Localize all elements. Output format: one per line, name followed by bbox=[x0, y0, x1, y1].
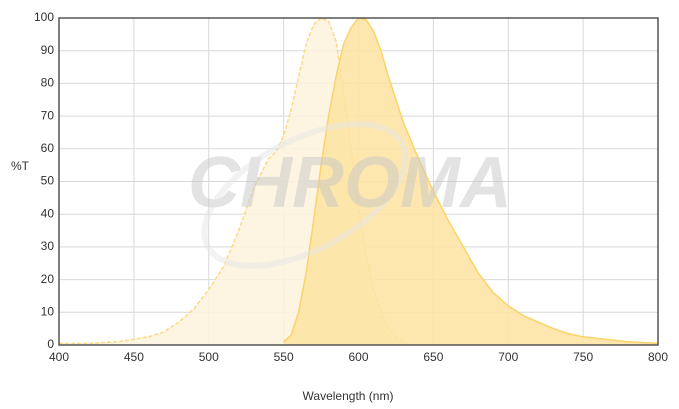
y-axis-label: %T bbox=[11, 159, 30, 173]
y-tick-label: 80 bbox=[41, 76, 55, 90]
x-tick-label: 400 bbox=[49, 350, 69, 364]
y-tick-label: 20 bbox=[41, 272, 55, 286]
y-tick-label: 30 bbox=[41, 239, 55, 253]
x-axis-label: Wavelength (nm) bbox=[303, 389, 394, 403]
x-tick-label: 800 bbox=[648, 350, 668, 364]
watermark-swoosh bbox=[201, 121, 409, 269]
x-tick-label: 700 bbox=[498, 350, 518, 364]
plot-frame bbox=[58, 17, 659, 346]
x-tick-label: 650 bbox=[423, 350, 443, 364]
x-tick-label: 500 bbox=[199, 350, 219, 364]
y-tick-label: 0 bbox=[47, 337, 54, 351]
y-tick-label: 90 bbox=[41, 43, 55, 57]
y-tick-label: 70 bbox=[41, 108, 55, 122]
y-tick-label: 100 bbox=[34, 10, 54, 24]
watermark-text: CHROMA bbox=[188, 143, 512, 223]
y-tick-label: 60 bbox=[41, 141, 55, 155]
x-tick-label: 450 bbox=[124, 350, 144, 364]
x-tick-label: 750 bbox=[573, 350, 593, 364]
area-fill bbox=[283, 18, 658, 345]
x-tick-label: 600 bbox=[348, 350, 368, 364]
series-line bbox=[283, 17, 659, 345]
y-tick-label: 10 bbox=[41, 304, 55, 318]
x-tick-label: 550 bbox=[274, 350, 294, 364]
watermark: CHROMA bbox=[188, 121, 512, 269]
y-tick-label: 50 bbox=[41, 174, 55, 188]
y-tick-label: 40 bbox=[41, 206, 55, 220]
